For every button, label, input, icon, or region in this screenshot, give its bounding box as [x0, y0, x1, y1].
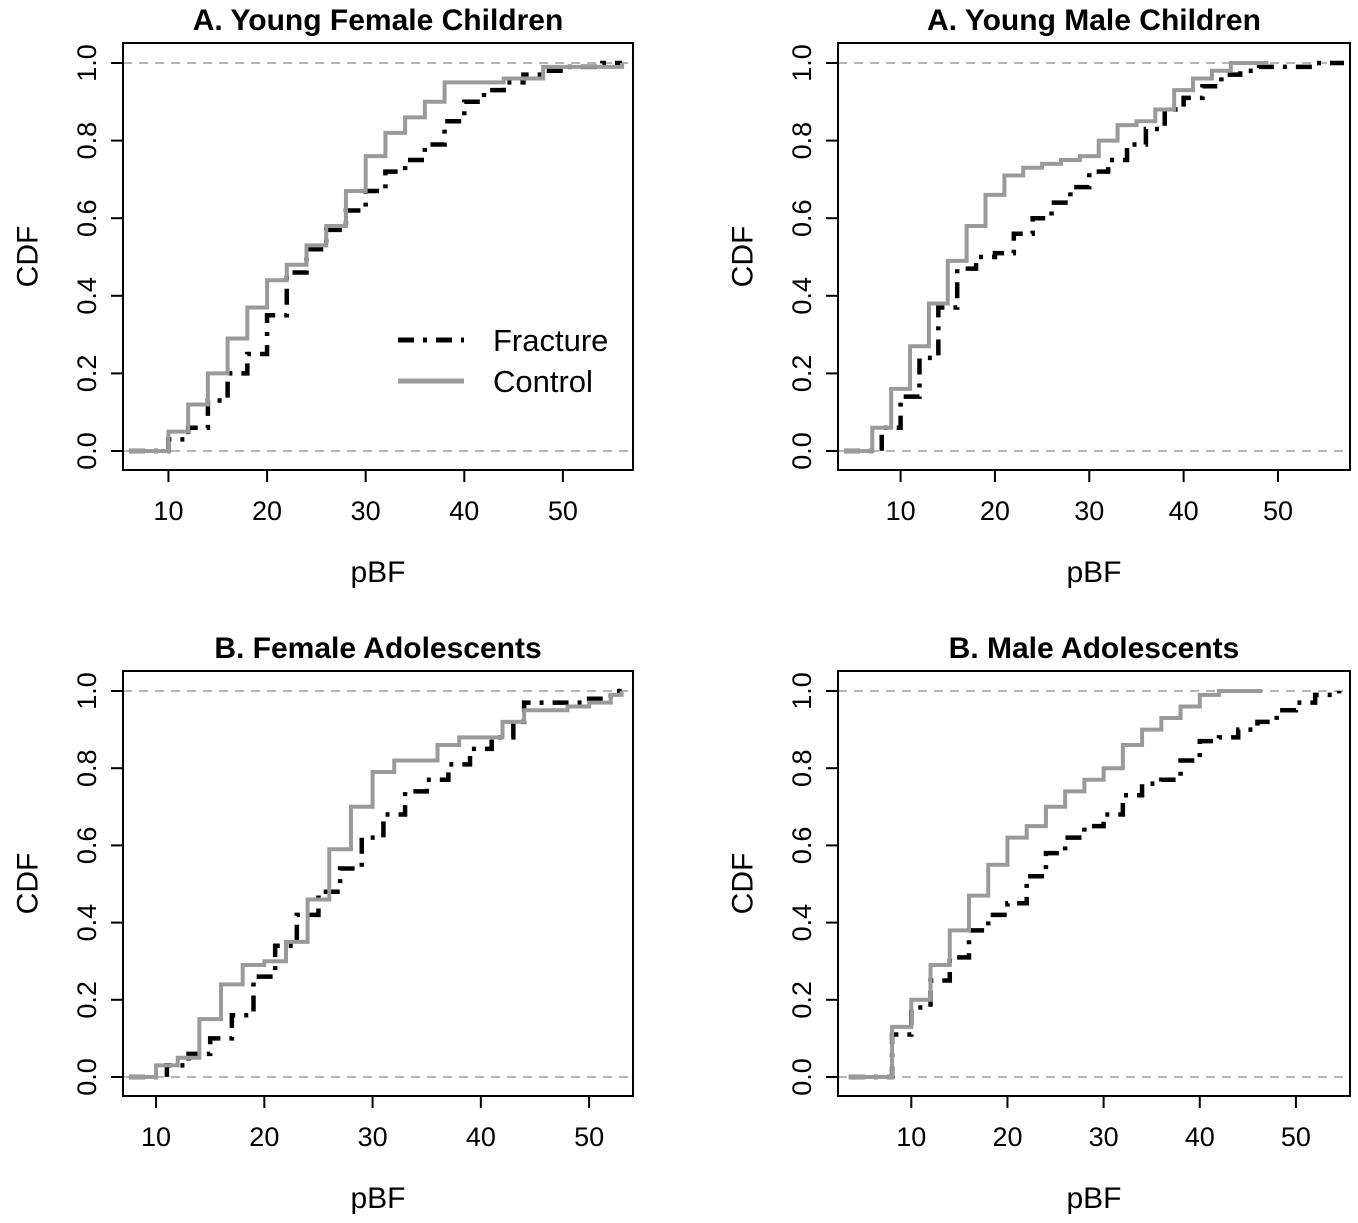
x-tick-label: 30	[1089, 1122, 1119, 1152]
x-tick-label: 30	[1074, 496, 1104, 526]
x-tick-label: 10	[886, 496, 916, 526]
x-tick-label: 30	[351, 496, 381, 526]
fracture-cdf-line	[844, 60, 1344, 454]
legend-fracture-label: Fracture	[493, 323, 608, 358]
x-tick-label: 10	[141, 1122, 171, 1152]
fracture-cdf-line	[848, 691, 1342, 1080]
x-tick-label: 50	[548, 496, 578, 526]
x-tick-label: 50	[1263, 496, 1293, 526]
x-tick-label: 20	[992, 1122, 1022, 1152]
x-tick-label: 20	[249, 1122, 279, 1152]
y-tick-label: 0.4	[72, 904, 102, 942]
y-tick-label: 0.8	[72, 749, 102, 787]
y-tick-label: 0.4	[72, 277, 102, 315]
legend-control-label: Control	[493, 364, 593, 399]
y-tick-label: 0.8	[787, 749, 817, 787]
y-tick-label: 0.2	[787, 355, 817, 393]
fracture-cdf-line	[129, 60, 623, 454]
x-tick-label: 40	[449, 496, 479, 526]
control-cdf-line	[844, 61, 1269, 453]
x-axis-title: pBF	[350, 556, 405, 589]
x-axis-title: pBF	[1066, 556, 1121, 589]
legend: Fracture Control	[398, 323, 608, 399]
y-axis-title: CDF	[12, 853, 45, 915]
y-tick-label: 0.2	[72, 981, 102, 1019]
y-tick-label: 0.0	[787, 1058, 817, 1096]
y-tick-label: 0.0	[72, 1058, 102, 1096]
y-tick-label: 0.8	[787, 122, 817, 160]
panel-2: A. Young Male Children 10 20 30 40 50 0.0 0.2 0.…	[727, 4, 1351, 589]
x-axis-title: pBF	[350, 1182, 405, 1215]
panel-title: A. Young Female Children	[193, 4, 564, 37]
y-tick-label: 1.0	[72, 44, 102, 82]
y-axis-title: CDF	[12, 226, 45, 288]
y-tick-label: 0.4	[787, 277, 817, 315]
x-tick-label: 50	[1281, 1122, 1311, 1152]
x-tick-label: 40	[1185, 1122, 1215, 1152]
x-tick-label: 20	[252, 496, 282, 526]
x-tick-label: 10	[896, 1122, 926, 1152]
x-tick-label: 40	[1169, 496, 1199, 526]
y-tick-label: 0.2	[72, 355, 102, 393]
x-tick-label: 40	[466, 1122, 496, 1152]
plot-frame	[837, 670, 1351, 1097]
panel-4: B. Male Adolescents 10 20 30 40 50 0.0 0.2 0.4 0.…	[727, 632, 1351, 1215]
y-tick-label: 0.2	[787, 981, 817, 1019]
control-cdf-line	[129, 691, 624, 1079]
y-tick-label: 0.6	[787, 827, 817, 865]
y-axis-title: CDF	[727, 853, 760, 915]
y-tick-label: 0.4	[787, 904, 817, 942]
panel-title: B. Male Adolescents	[949, 632, 1240, 665]
panel-title: B. Female Adolescents	[214, 632, 541, 665]
y-tick-label: 0.0	[787, 432, 817, 470]
x-tick-label: 50	[574, 1122, 604, 1152]
x-tick-label: 30	[358, 1122, 388, 1152]
panel-3: B. Female Adolescents 10 20 30 40 50 0.0 0.2 0.4…	[12, 632, 634, 1215]
y-tick-label: 0.6	[72, 827, 102, 865]
panel-1: A. Young Female Children 10 20 30 40 50 0.0 0.2…	[12, 4, 634, 589]
y-tick-label: 0.8	[72, 122, 102, 160]
y-tick-label: 0.6	[72, 199, 102, 237]
x-axis-title: pBF	[1066, 1182, 1121, 1215]
y-axis-title: CDF	[727, 226, 760, 288]
plot-frame	[837, 42, 1351, 471]
y-tick-label: 1.0	[72, 672, 102, 710]
y-tick-label: 1.0	[787, 44, 817, 82]
y-tick-label: 1.0	[787, 672, 817, 710]
panel-title: A. Young Male Children	[927, 4, 1261, 37]
x-tick-label: 10	[153, 496, 183, 526]
control-cdf-line	[848, 689, 1263, 1079]
x-tick-label: 20	[980, 496, 1010, 526]
control-cdf-line	[129, 63, 625, 453]
y-tick-label: 0.0	[72, 432, 102, 470]
y-tick-label: 0.6	[787, 199, 817, 237]
